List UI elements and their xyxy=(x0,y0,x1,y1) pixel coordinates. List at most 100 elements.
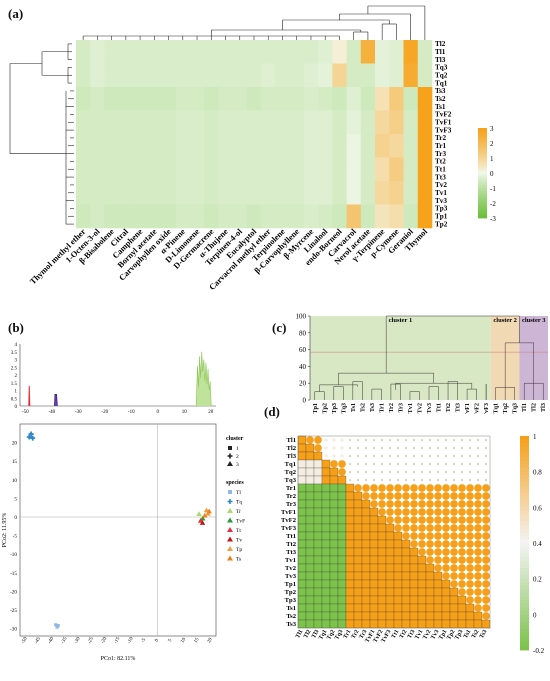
row-label: Tt1 xyxy=(435,165,446,173)
heat-cell xyxy=(161,188,176,197)
heat-cell xyxy=(318,126,333,135)
leaf-label: Tq2 xyxy=(502,403,509,414)
heat-cell xyxy=(118,157,134,166)
corr-circle xyxy=(426,540,434,548)
scatter-point xyxy=(26,434,32,440)
corr-cell xyxy=(337,595,347,605)
corr-circle xyxy=(466,516,474,524)
corr-cell xyxy=(321,547,331,557)
corr-cell xyxy=(353,523,363,533)
corr-circle xyxy=(453,479,455,481)
heat-cell xyxy=(375,134,390,143)
heat-cell xyxy=(375,165,390,174)
heat-cell xyxy=(118,220,134,229)
corr-circle xyxy=(437,463,439,465)
corr-circle xyxy=(429,439,431,441)
heat-cell xyxy=(175,141,191,150)
corr-cell xyxy=(417,571,427,581)
heat-cell xyxy=(189,118,205,127)
heat-cell xyxy=(346,118,362,127)
corr-cell xyxy=(337,531,347,541)
heat-cell xyxy=(76,173,91,182)
heat-cell xyxy=(275,141,290,150)
heat-cell xyxy=(147,110,162,119)
heat-cell xyxy=(375,126,390,135)
heat-cell xyxy=(161,181,176,190)
corr-cell xyxy=(377,603,387,613)
corr-circle xyxy=(397,479,399,481)
colorbar-segment xyxy=(478,180,487,183)
heat-cell xyxy=(246,188,262,197)
heat-cell xyxy=(204,220,219,229)
corr-circle xyxy=(474,492,482,500)
heat-cell xyxy=(147,102,162,111)
colorbar-tick: -0.2 xyxy=(533,647,545,655)
x-tick: -20 xyxy=(100,636,108,645)
heat-cell xyxy=(389,118,404,127)
heat-cell xyxy=(90,134,105,143)
heat-cell xyxy=(346,63,362,72)
corr-cell xyxy=(401,579,411,589)
density-x-tick: -50 xyxy=(22,410,29,415)
colorbar-segment xyxy=(520,553,529,558)
corr-circle xyxy=(332,454,336,458)
row-label: TvF3 xyxy=(435,126,452,134)
corr-cell xyxy=(305,523,315,533)
heat-cell xyxy=(261,220,276,229)
corr-circle xyxy=(357,439,359,441)
heat-cell xyxy=(261,204,276,213)
corr-circle xyxy=(402,508,410,516)
heat-cell xyxy=(175,181,191,190)
heat-cell xyxy=(417,134,433,143)
heat-cell xyxy=(218,141,233,150)
heat-cell xyxy=(232,102,248,111)
heat-cell xyxy=(90,40,105,49)
heat-cell xyxy=(132,134,148,143)
heat-cell xyxy=(218,181,233,190)
corr-circle xyxy=(469,479,471,481)
heat-cell xyxy=(289,141,305,150)
legend-marker xyxy=(227,555,233,561)
heat-cell xyxy=(417,94,433,103)
corr-cell xyxy=(305,491,315,501)
heat-cell xyxy=(403,94,419,103)
colorbar-segment xyxy=(520,600,529,605)
corr-circle xyxy=(485,447,487,449)
heat-cell xyxy=(175,220,191,229)
heat-cell xyxy=(417,141,433,150)
heat-cell xyxy=(204,55,219,64)
corr-cell xyxy=(353,547,363,557)
corr-circle xyxy=(434,500,442,508)
x-tick: 10 xyxy=(180,637,187,644)
column-label: Tp2 xyxy=(446,629,456,641)
leaf-label: Tv3 xyxy=(426,403,433,413)
heat-cell xyxy=(360,149,376,158)
heat-cell xyxy=(303,55,319,64)
corr-circle xyxy=(450,500,458,508)
corr-circle xyxy=(413,439,415,441)
heat-cell xyxy=(346,173,362,182)
colorbar-segment xyxy=(478,212,487,214)
column-label: Tr2 xyxy=(351,629,361,640)
corr-cell xyxy=(385,595,395,605)
corr-circle xyxy=(450,548,458,556)
corr-circle xyxy=(474,556,482,564)
heat-cell xyxy=(232,71,248,80)
heat-cell xyxy=(246,40,262,49)
corr-cell xyxy=(433,571,443,581)
corr-circle xyxy=(394,516,402,524)
heat-cell xyxy=(318,212,333,221)
colorbar-segment xyxy=(478,186,487,189)
heat-cell xyxy=(332,212,347,221)
corr-circle xyxy=(394,500,402,508)
heat-cell xyxy=(175,94,191,103)
heat-cell xyxy=(318,196,333,205)
colorbar-segment xyxy=(520,646,529,651)
corr-circle xyxy=(381,471,383,473)
heat-cell xyxy=(360,47,376,56)
corr-cell xyxy=(425,587,435,597)
corr-circle xyxy=(461,479,463,481)
heat-cell xyxy=(303,157,319,166)
heat-cell xyxy=(189,102,205,111)
corr-circle xyxy=(426,532,434,540)
